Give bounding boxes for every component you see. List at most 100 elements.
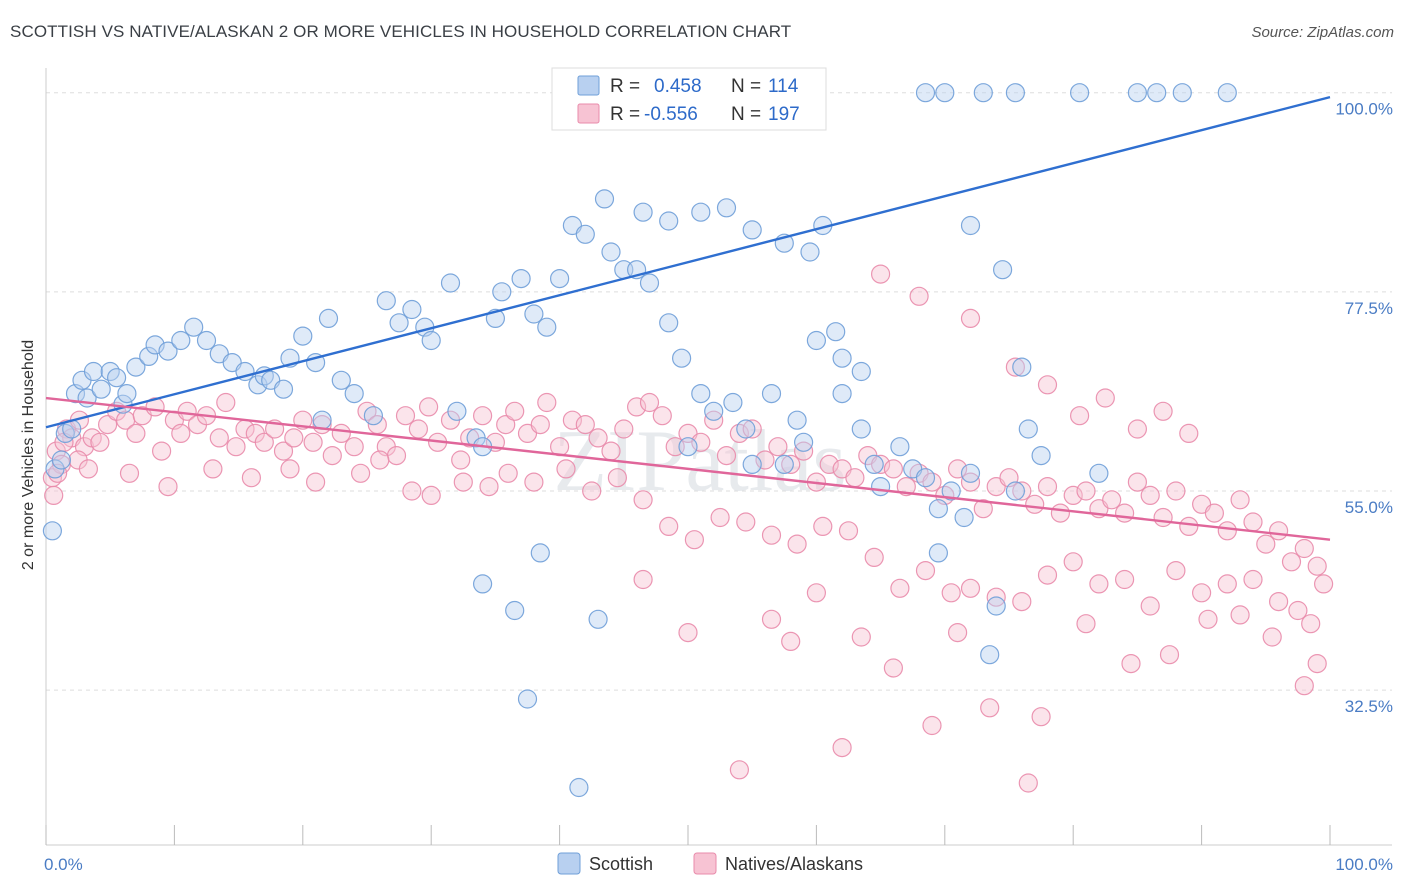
- native-point: [864, 547, 884, 568]
- native-point: [960, 308, 981, 328]
- scottish-point: [569, 777, 589, 798]
- scottish-point: [91, 379, 111, 399]
- native-point: [883, 459, 904, 479]
- scottish-point: [376, 291, 396, 311]
- native-point: [119, 463, 140, 483]
- scottish-point: [492, 282, 512, 302]
- native-point: [633, 569, 653, 590]
- native-point: [915, 560, 936, 581]
- scottish-points: [42, 83, 1237, 798]
- axes: [45, 68, 1392, 846]
- native-point: [1294, 676, 1314, 696]
- scottish-point: [954, 507, 974, 528]
- native-point: [1313, 574, 1334, 594]
- native-point: [273, 441, 294, 461]
- scottish-point: [1005, 481, 1026, 501]
- native-point: [639, 392, 660, 413]
- scottish-point: [139, 346, 159, 366]
- legend-swatch-scottish: [577, 75, 600, 96]
- native-point: [838, 521, 859, 541]
- native-point: [1256, 534, 1276, 554]
- native-point: [152, 441, 172, 461]
- native-point: [845, 468, 865, 488]
- scottish-point: [800, 242, 820, 262]
- scottish-point: [1069, 83, 1090, 103]
- scottish-point: [787, 410, 807, 430]
- scottish-point: [511, 269, 531, 289]
- native-point: [1012, 591, 1032, 612]
- native-point: [870, 264, 891, 284]
- native-point: [1262, 627, 1282, 647]
- native-point: [90, 432, 110, 452]
- scottish-point: [890, 437, 910, 457]
- native-point: [395, 406, 416, 426]
- native-point: [370, 450, 390, 470]
- scottish-point: [42, 521, 63, 541]
- native-point: [575, 415, 595, 435]
- scottish-point: [1127, 83, 1148, 103]
- scottish-point: [440, 273, 461, 293]
- scottish-point: [106, 368, 127, 388]
- native-point: [1153, 507, 1173, 528]
- scottish-point: [691, 202, 711, 222]
- y-tick-label: 55.0%: [1345, 498, 1393, 517]
- native-point: [896, 477, 916, 497]
- scottish-point: [171, 330, 191, 351]
- scottish-point: [1172, 83, 1192, 103]
- native-point: [960, 578, 981, 598]
- scottish-point: [363, 406, 383, 426]
- native-point: [1140, 596, 1160, 616]
- native-point: [203, 459, 223, 479]
- native-point: [787, 534, 807, 554]
- native-point: [909, 286, 929, 306]
- native-point: [582, 481, 602, 501]
- native-point: [1063, 552, 1083, 572]
- scottish-point: [126, 357, 146, 377]
- native-point: [1063, 485, 1083, 505]
- scottish-point: [941, 481, 961, 501]
- legend-r-value: 0.458: [654, 76, 702, 97]
- bottom-legend-scottish: Scottish: [589, 854, 653, 874]
- scottish-point: [601, 242, 621, 262]
- scottish-point: [851, 361, 871, 382]
- native-point: [284, 428, 304, 448]
- native-point: [768, 437, 788, 457]
- scottish-point: [312, 410, 332, 430]
- native-point: [1121, 653, 1141, 674]
- scottish-point: [793, 432, 814, 452]
- native-point: [78, 459, 99, 479]
- scottish-point: [826, 322, 846, 342]
- native-point: [1281, 552, 1302, 572]
- scottish-point: [293, 326, 313, 346]
- x-tick-label: 0.0%: [44, 855, 83, 874]
- native-point: [97, 415, 118, 435]
- scottish-point: [832, 348, 852, 368]
- native-point: [781, 631, 801, 652]
- scottish-trend-line: [45, 95, 1331, 429]
- native-point: [408, 419, 428, 439]
- scottish-point: [742, 220, 762, 240]
- native-point: [303, 432, 323, 452]
- native-point: [280, 459, 300, 479]
- native-points: [42, 264, 1334, 793]
- native-point: [344, 437, 364, 457]
- scottish-point: [986, 596, 1006, 616]
- native-point: [684, 530, 705, 550]
- scottish-point: [980, 645, 1000, 665]
- scottish-point: [832, 384, 852, 404]
- scottish-point: [524, 304, 544, 324]
- native-point: [306, 472, 326, 492]
- scottish-point: [761, 384, 782, 404]
- native-point: [832, 737, 852, 758]
- native-point: [607, 468, 628, 488]
- native-point: [1179, 516, 1199, 537]
- native-point: [1268, 521, 1289, 541]
- native-point: [1159, 645, 1180, 665]
- scottish-point: [992, 260, 1013, 280]
- native-point: [1069, 406, 1090, 426]
- scottish-point: [473, 574, 493, 594]
- scottish-point: [447, 401, 467, 421]
- native-point: [947, 622, 968, 643]
- native-point: [1217, 521, 1237, 541]
- scottish-point: [158, 341, 178, 361]
